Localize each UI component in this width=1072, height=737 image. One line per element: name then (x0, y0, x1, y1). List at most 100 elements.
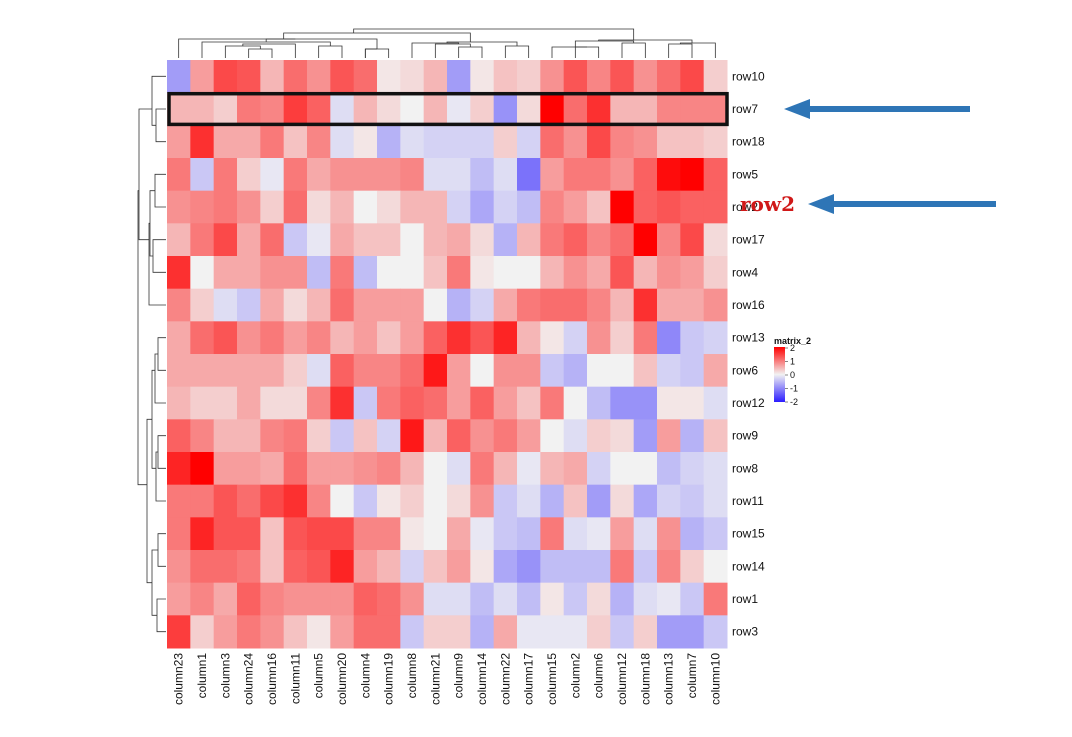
heatmap-cell (353, 60, 378, 94)
heatmap-cell (470, 550, 495, 584)
row-label: row6 (732, 363, 758, 377)
dendrogram-branch (178, 38, 296, 58)
heatmap-cell (283, 582, 308, 616)
heatmap-cell (237, 60, 261, 94)
heatmap-cell (283, 615, 308, 649)
dendrogram-branch (157, 337, 166, 371)
heatmap-cell (680, 517, 705, 551)
heatmap-cell (587, 256, 611, 290)
heatmap-cell (633, 615, 658, 649)
heatmap-cell (470, 288, 495, 322)
heatmap-cell (493, 60, 518, 94)
dendrogram-branch (364, 48, 377, 58)
heatmap-cell (353, 386, 378, 420)
heatmap-cell (633, 386, 658, 420)
heatmap-cell (237, 582, 261, 616)
heatmap-cell (167, 256, 191, 290)
dendrogram-branch (679, 42, 716, 58)
heatmap-cell (470, 256, 495, 290)
heatmap-cell (587, 223, 611, 257)
heatmap-cell (167, 125, 191, 159)
heatmap-cell (610, 92, 635, 126)
heatmap-cell (307, 550, 331, 584)
heatmap-cell (703, 223, 728, 257)
heatmap-cell (213, 386, 238, 420)
heatmap-cell (517, 452, 541, 486)
column-label: column7 (685, 653, 699, 699)
heatmap-cell (633, 582, 658, 616)
legend-tick-label: 1 (790, 357, 795, 367)
heatmap-cell (633, 550, 658, 584)
heatmap-cell (703, 92, 728, 126)
heatmap-cell (190, 484, 215, 518)
heatmap-cell (493, 419, 518, 453)
heatmap-cell (423, 190, 448, 224)
heatmap-cell (283, 158, 308, 192)
heatmap-cell (517, 60, 541, 94)
heatmap-cell (423, 615, 448, 649)
heatmap-cell (283, 386, 308, 420)
heatmap-cell (587, 517, 611, 551)
heatmap-cell (307, 125, 331, 159)
row-label: row1 (732, 592, 758, 606)
heatmap-cell (540, 419, 565, 453)
heatmap-cell (633, 288, 658, 322)
heatmap-cell (493, 550, 518, 584)
heatmap-cell (167, 354, 191, 388)
heatmap-cell (330, 223, 355, 257)
heatmap-cell (307, 60, 331, 94)
heatmap-cell (353, 419, 378, 453)
heatmap-cell (423, 321, 448, 355)
arrow-head (784, 99, 810, 119)
heatmap-cell (470, 60, 495, 94)
heatmap-cell (353, 92, 378, 126)
dendrogram-branch (318, 45, 343, 58)
heatmap-cell (237, 386, 261, 420)
heatmap-cell (260, 615, 285, 649)
heatmap-cell (563, 158, 588, 192)
heatmap-cell (167, 615, 191, 649)
heatmap-cell (470, 386, 495, 420)
heatmap-cell (657, 321, 681, 355)
heatmap-cell (493, 386, 518, 420)
heatmap-cell (633, 419, 658, 453)
heatmap-cell (563, 615, 588, 649)
heatmap-cell (563, 354, 588, 388)
heatmap-cell (633, 354, 658, 388)
row-dendrogram (137, 75, 166, 633)
column-label: column22 (498, 653, 512, 705)
dendrogram-branch (283, 32, 471, 42)
heatmap-cell (563, 288, 588, 322)
heatmap-cell (307, 484, 331, 518)
row-label: row8 (732, 461, 758, 475)
row-label: row17 (732, 233, 765, 247)
heatmap-cell (213, 125, 238, 159)
heatmap-cell (377, 92, 401, 126)
heatmap-cell (377, 256, 401, 290)
heatmap-cell (167, 419, 191, 453)
heatmap-cell (237, 92, 261, 126)
dendrogram-branch (155, 108, 166, 143)
row2-annotation-label: row2 (740, 192, 795, 216)
heatmap-cell (540, 354, 565, 388)
heatmap-cell (657, 582, 681, 616)
heatmap-cell (377, 288, 401, 322)
heatmap-cell (587, 582, 611, 616)
heatmap-cell (190, 582, 215, 616)
heatmap-cell (190, 125, 215, 159)
column-label: column17 (522, 653, 536, 705)
heatmap-cell (610, 452, 635, 486)
heatmap-cell (540, 321, 565, 355)
heatmap-cell (167, 550, 191, 584)
column-label: column15 (545, 653, 559, 705)
heatmap-cell (517, 321, 541, 355)
heatmap-cell (470, 190, 495, 224)
column-label: column5 (312, 653, 326, 699)
heatmap-cell (680, 92, 705, 126)
heatmap-cell (493, 92, 518, 126)
heatmap-cell (423, 158, 448, 192)
heatmap-cell (587, 419, 611, 453)
heatmap-cell (703, 256, 728, 290)
heatmap-cell (283, 484, 308, 518)
dendrogram-branch (458, 46, 483, 58)
